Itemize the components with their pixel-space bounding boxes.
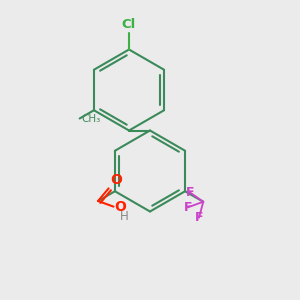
Text: H: H [120,210,129,223]
Text: O: O [110,173,122,187]
Text: CH₃: CH₃ [81,113,100,124]
Text: Cl: Cl [122,18,136,31]
Text: F: F [184,201,192,214]
Text: O: O [114,200,126,214]
Text: F: F [185,186,194,199]
Text: F: F [195,211,203,224]
